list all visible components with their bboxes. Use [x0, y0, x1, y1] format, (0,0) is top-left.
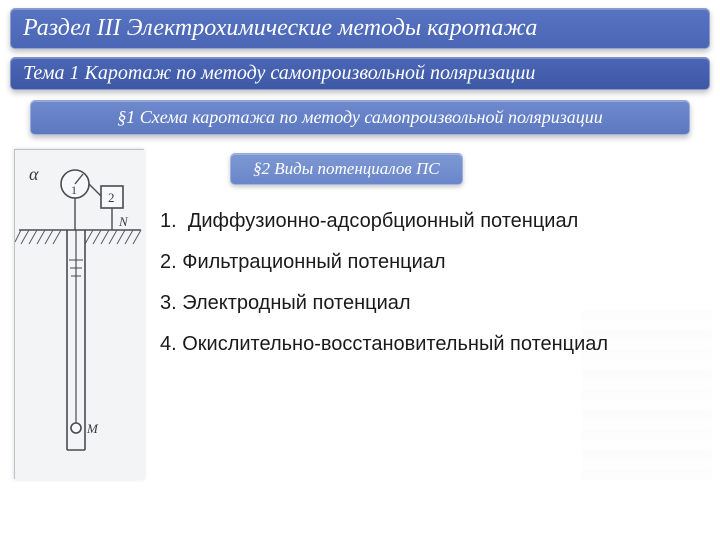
list-item: 1. Диффузионно-адсорбционный потенциал	[160, 203, 720, 240]
content-row: α 1 2 N	[0, 149, 720, 363]
diagram-label-recorder: 2	[108, 190, 115, 205]
sp-logging-diagram: α 1 2 N	[14, 149, 144, 479]
section-title-banner: Раздел III Электрохимические методы каро…	[10, 8, 710, 49]
list-text: Диффузионно-адсорбционный потенциал	[188, 210, 578, 232]
diagram-label-M: M	[86, 421, 99, 436]
topic-title-banner: Тема 1 Каротаж по методу самопроизвольно…	[10, 57, 710, 90]
list-item: 3. Электродный потенциал	[160, 285, 720, 322]
list-item: 4. Окислительно-восстановительный потенц…	[160, 326, 720, 363]
list-marker: 1.	[160, 210, 177, 232]
potentials-list: 1. Диффузионно-адсорбционный потенциал 2…	[160, 203, 720, 363]
diagram-label-N: N	[118, 214, 129, 229]
list-item: 2. Фильтрационный потенциал	[160, 244, 720, 281]
diagram-label-gauge: 1	[71, 183, 77, 197]
diagram-label-alpha: α	[29, 164, 39, 184]
subsection2-pill: §2 Виды потенциалов ПС	[230, 153, 463, 185]
right-column: §2 Виды потенциалов ПС 1. Диффузионно-ад…	[160, 149, 720, 363]
subsection1-banner: §1 Схема каротажа по методу самопроизвол…	[30, 100, 690, 135]
